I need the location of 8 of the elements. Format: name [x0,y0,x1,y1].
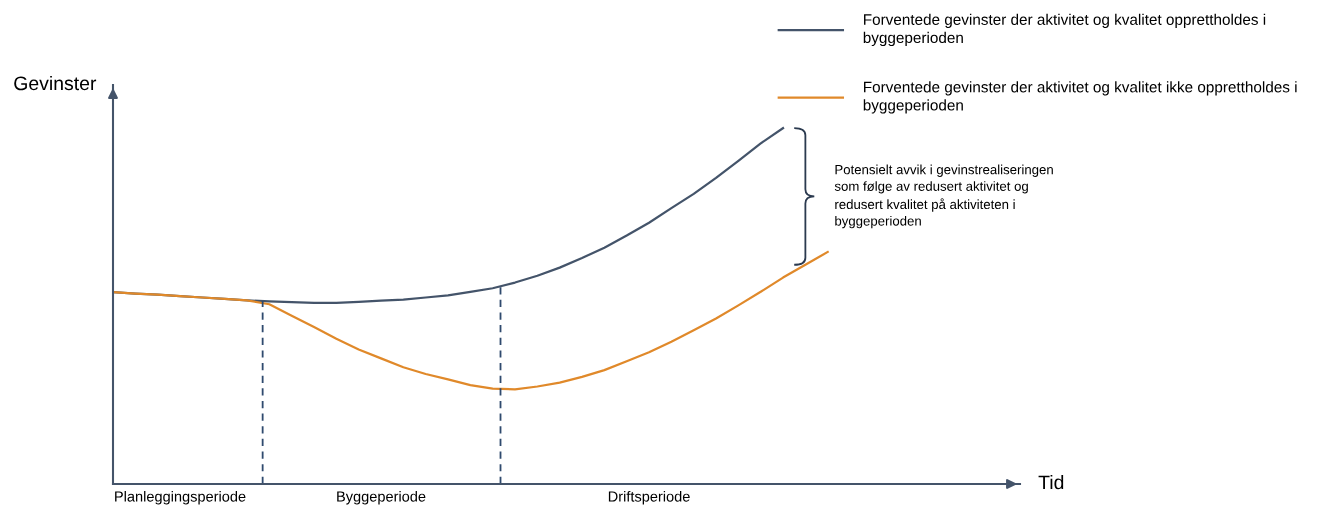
legend-label: Forventede gevinster der aktivitet og kvalitet ikke opprettholdes i byggeperioden [863,81,1297,114]
x-tick-label: Driftsperiode [608,490,690,505]
legend-label: Forventede gevinster der aktivitet og kvalitet opprettholdes i byggeperioden [863,13,1266,47]
y-axis-title: Gevinster [14,75,97,91]
text: Tid [1038,474,1064,490]
x-tick-label: Byggeperiode [337,490,426,505]
x-tick-label: Planleggingsperiode [115,490,246,505]
annotation: Potensielt avvik i gevinstrealiseringen som følge av redusert aktivitet og redusert kvalitet på aktiviteten i byggeperioden [834,164,1053,229]
